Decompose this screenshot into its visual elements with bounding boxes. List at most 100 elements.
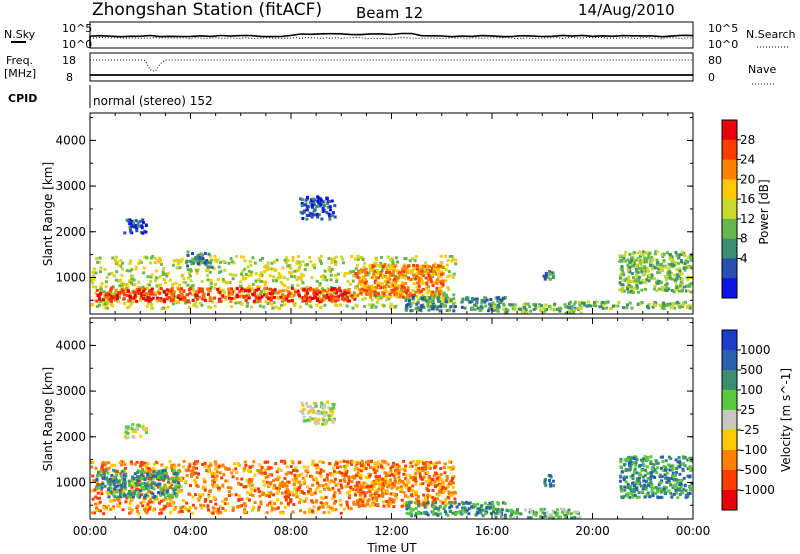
freq-panel-frame bbox=[89, 52, 694, 82]
heatmap-cluster bbox=[354, 263, 445, 299]
power-colorbar-label: Power [dB] bbox=[757, 179, 771, 244]
x-tick-label: 12:00 bbox=[374, 524, 409, 538]
colorbar-tick-label: 20 bbox=[740, 172, 755, 186]
time-xlabel: Time UT bbox=[366, 541, 417, 554]
colorbar-swatch bbox=[722, 490, 737, 511]
x-tick-label: 20:00 bbox=[575, 524, 610, 538]
heatmap-cluster bbox=[123, 423, 148, 440]
colorbar-tick-label: -25 bbox=[740, 423, 760, 437]
heatmap-cluster bbox=[95, 286, 357, 304]
colorbar-swatch bbox=[722, 139, 737, 161]
colorbar-swatch bbox=[722, 199, 737, 220]
freq-label-2: [MHz] bbox=[4, 67, 36, 80]
nsearch-label: N.Search bbox=[746, 28, 796, 41]
nsky-tick-high: 10^5 bbox=[62, 22, 92, 35]
nave-label: Nave bbox=[748, 63, 776, 76]
colorbar-tick-label: -500 bbox=[740, 463, 767, 477]
colorbar-tick-label: 12 bbox=[740, 212, 755, 226]
x-tick-label: 00:00 bbox=[676, 524, 711, 538]
x-tick-label: 16:00 bbox=[475, 524, 510, 538]
heatmap-cluster bbox=[405, 500, 507, 518]
freq-label-1: Freq. bbox=[6, 54, 33, 67]
heatmap-cluster bbox=[542, 270, 556, 281]
heatmap-cluster bbox=[567, 300, 692, 311]
power-heatmap: 1000 2000 3000 4000 28 24 20 16 12 8 4 bbox=[55, 112, 755, 315]
heatmap-cluster bbox=[95, 468, 181, 500]
velocity-heatmap: 1000 2000 3000 4000 00:00 04:00 08:00 12:00 16:0… bbox=[55, 317, 775, 538]
y-tick-label: 3000 bbox=[55, 384, 86, 398]
colorbar-swatch bbox=[722, 218, 737, 240]
nsky-series-line bbox=[89, 32, 694, 46]
nave-tick-high: 80 bbox=[708, 54, 722, 67]
date-label: 14/Aug/2010 bbox=[578, 1, 675, 19]
velocity-ylabel: Slant Range [km] bbox=[41, 367, 55, 471]
colorbar-tick-label: 500 bbox=[740, 363, 763, 377]
colorbar-swatch bbox=[722, 430, 737, 451]
x-tick-label: 08:00 bbox=[274, 524, 309, 538]
colorbar-swatch bbox=[722, 278, 737, 299]
x-tick-label: 04:00 bbox=[173, 524, 208, 538]
nsearch-series-line bbox=[89, 36, 693, 40]
cpid-label: CPID bbox=[8, 92, 37, 105]
colorbar-swatch bbox=[722, 450, 737, 471]
colorbar-swatch bbox=[722, 350, 737, 371]
heatmap-cluster bbox=[404, 295, 508, 313]
colorbar-tick-label: 28 bbox=[740, 133, 755, 147]
colorbar-swatch bbox=[722, 258, 737, 279]
heatmap-cluster bbox=[353, 459, 457, 509]
colorbar-frame bbox=[721, 329, 738, 511]
nsky-tick-low: 10^0 bbox=[62, 38, 92, 51]
colorbar-swatch bbox=[722, 410, 737, 431]
colorbar-swatch bbox=[722, 238, 737, 259]
colorbar-swatch bbox=[722, 370, 737, 391]
nave-series-line bbox=[90, 59, 693, 72]
colorbar-tick-label: 1000 bbox=[740, 343, 771, 357]
colorbar-swatch bbox=[722, 179, 737, 200]
colorbar-tick-label: -1000 bbox=[740, 483, 775, 497]
y-tick-label: 4000 bbox=[55, 338, 86, 352]
heatmap-cluster bbox=[492, 507, 582, 520]
heatmap-cluster bbox=[618, 250, 694, 294]
y-tick-label: 2000 bbox=[55, 430, 86, 444]
y-tick-label: 1000 bbox=[55, 475, 86, 489]
colorbar-frame bbox=[721, 119, 738, 299]
y-tick-label: 2000 bbox=[55, 225, 86, 239]
heatmap-cluster bbox=[299, 195, 337, 221]
station-title: Zhongshan Station (fitACF) bbox=[92, 0, 322, 20]
beam-label: Beam 12 bbox=[356, 4, 423, 22]
colorbar-swatch bbox=[722, 159, 737, 180]
nsky-label: N.Sky bbox=[4, 28, 36, 41]
y-tick-label: 4000 bbox=[55, 133, 86, 147]
colorbar-tick-label: 24 bbox=[740, 153, 755, 167]
colorbar-tick-label: -100 bbox=[740, 443, 767, 457]
freq-tick-high: 18 bbox=[62, 54, 76, 67]
nsearch-tick-low: 10^0 bbox=[708, 38, 738, 51]
colorbar-tick-label: 100 bbox=[740, 383, 763, 397]
heatmap-cluster bbox=[90, 459, 357, 516]
colorbar-swatch bbox=[722, 390, 737, 411]
heatmap-cluster bbox=[185, 250, 214, 269]
power-ylabel: Slant Range [km] bbox=[41, 162, 55, 266]
y-tick-label: 3000 bbox=[55, 179, 86, 193]
colorbar-tick-label: 4 bbox=[740, 251, 748, 265]
colorbar-tick-label: 25 bbox=[740, 403, 755, 417]
heatmap-cluster bbox=[543, 473, 556, 488]
x-tick-label: 00:00 bbox=[73, 524, 108, 538]
heatmap-cluster bbox=[618, 455, 694, 500]
heatmap-cluster bbox=[299, 400, 336, 426]
heatmap-cluster bbox=[492, 302, 583, 315]
cpid-text: normal (stereo) 152 bbox=[93, 94, 213, 108]
colorbar-tick-label: 8 bbox=[740, 232, 748, 246]
colorbar-swatch bbox=[722, 470, 737, 491]
nsearch-tick-high: 10^5 bbox=[708, 22, 738, 35]
nave-tick-low: 0 bbox=[708, 71, 715, 84]
colorbar-tick-label: 16 bbox=[740, 192, 755, 206]
freq-tick-low: 8 bbox=[66, 71, 73, 84]
heatmap-cluster bbox=[123, 218, 148, 235]
colorbar-swatch bbox=[722, 330, 737, 351]
colorbar-swatch bbox=[722, 120, 737, 141]
y-tick-label: 1000 bbox=[55, 270, 86, 284]
velocity-colorbar-label: Velocity [m s^-1] bbox=[779, 368, 793, 472]
